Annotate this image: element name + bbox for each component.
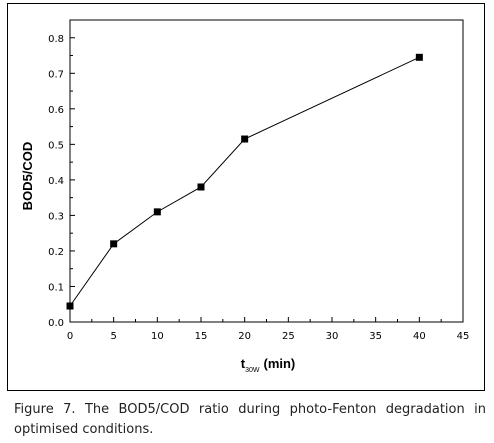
x-tick-label: 40 [413,331,426,342]
x-tick-label: 5 [110,331,116,342]
x-tick-label: 45 [457,331,470,342]
data-point-marker [153,208,161,216]
data-point-marker [241,135,249,143]
x-tick-label: 0 [67,331,73,342]
x-tick-label: 15 [195,331,208,342]
x-tick-label: 10 [151,331,164,342]
x-axis-title-main: t [241,356,246,371]
figure-caption: Figure 7. The BOD5/COD ratio during phot… [14,402,486,437]
y-tick-label: 0.0 [48,318,64,329]
line-chart: 0 5 10 15 20 25 30 35 40 45 0.0 0.1 0.2 0.3 0.4 0.5 0.6 0… [20,19,470,374]
x-axis-title-subscript: 30W [245,367,260,374]
chart-frame [7,3,485,391]
series-line [69,56,420,307]
x-tick-label: 35 [369,331,382,342]
y-tick-label: 0.2 [48,247,64,258]
y-tick-label: 0.6 [48,105,64,116]
x-tick-label: 25 [282,331,295,342]
x-tick-label: 20 [238,331,251,342]
plot-area-frame [69,19,464,323]
y-tick-label: 0.4 [48,176,64,187]
y-tick-label: 0.1 [48,282,64,293]
y-tick-label: 0.8 [48,34,64,45]
data-point-marker [197,183,205,191]
y-tick-label: 0.3 [48,211,64,222]
data-point-marker [110,240,118,248]
x-tick-label: 30 [326,331,339,342]
y-axis-title: BOD5/COD [20,142,35,211]
x-axis-title: t30W (min) [241,356,296,374]
x-axis-title-unit: (min) [263,356,295,371]
data-point-marker [415,53,423,61]
y-tick-label: 0.5 [48,140,64,151]
y-tick-label: 0.7 [48,69,64,80]
data-point-marker [66,302,74,310]
